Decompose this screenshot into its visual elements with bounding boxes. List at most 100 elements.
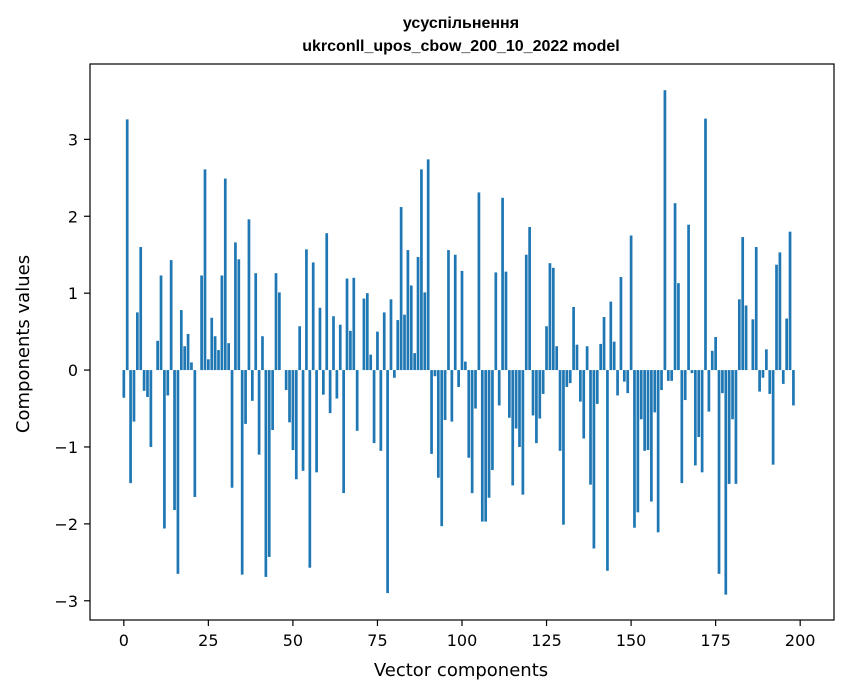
bar xyxy=(247,219,251,371)
bar xyxy=(379,370,383,451)
bar xyxy=(318,307,322,371)
x-axis-label: Vector components xyxy=(374,660,548,681)
y-tick-label: 0 xyxy=(68,361,78,380)
bar xyxy=(342,370,345,494)
bars-group xyxy=(122,90,795,595)
y-tick-label: −2 xyxy=(54,515,78,534)
y-tick-label: 3 xyxy=(68,130,78,149)
x-tick-label: 200 xyxy=(785,631,816,650)
bar xyxy=(129,370,132,484)
bar xyxy=(653,370,657,413)
bar xyxy=(507,370,511,418)
bar xyxy=(389,299,393,371)
bar xyxy=(467,370,471,458)
bar xyxy=(727,370,731,484)
bar xyxy=(213,336,217,371)
bar xyxy=(639,370,643,420)
bar xyxy=(125,119,129,371)
bar xyxy=(173,370,176,511)
bar xyxy=(592,370,596,549)
bar xyxy=(480,370,484,522)
bar xyxy=(551,267,555,371)
bar xyxy=(524,254,528,371)
bar xyxy=(460,270,464,371)
bar xyxy=(308,370,312,568)
bar xyxy=(606,370,609,571)
bar xyxy=(612,341,616,371)
bar xyxy=(781,370,785,384)
bar xyxy=(521,370,525,495)
bar xyxy=(315,370,318,473)
bar xyxy=(179,310,183,371)
bar xyxy=(430,370,433,454)
bar xyxy=(261,336,264,371)
bar xyxy=(220,275,224,371)
bar xyxy=(240,370,244,575)
bar xyxy=(677,283,680,371)
bar xyxy=(717,370,721,574)
bar xyxy=(704,118,707,371)
bar xyxy=(541,370,545,394)
bar xyxy=(291,370,295,451)
bar xyxy=(163,370,166,529)
bar xyxy=(376,331,379,371)
bar xyxy=(183,346,187,371)
bar xyxy=(518,370,521,447)
bar xyxy=(758,370,761,392)
bar xyxy=(420,169,423,371)
bar xyxy=(274,273,278,371)
bar xyxy=(305,249,308,371)
bar xyxy=(511,370,515,486)
bar xyxy=(697,370,701,437)
bar xyxy=(122,370,126,398)
bar xyxy=(650,370,653,502)
bar xyxy=(616,370,619,396)
bar xyxy=(792,370,795,406)
bar xyxy=(765,349,768,371)
bar xyxy=(548,263,552,371)
bar xyxy=(721,370,724,394)
bar xyxy=(683,370,687,401)
bar xyxy=(666,370,670,381)
bar xyxy=(487,370,491,498)
chart-title-line-2: ukrconll_upos_cbow_200_10_2022 model xyxy=(302,38,619,55)
bar xyxy=(558,370,562,451)
bar xyxy=(250,370,254,401)
bar xyxy=(298,326,302,371)
bar xyxy=(156,340,159,371)
bar xyxy=(626,370,630,394)
bar xyxy=(200,275,203,371)
bar xyxy=(504,271,508,371)
bar xyxy=(227,343,231,371)
bar xyxy=(754,247,758,371)
bar xyxy=(673,203,677,371)
bar xyxy=(497,370,501,406)
bar xyxy=(135,312,139,371)
bar xyxy=(535,370,538,444)
x-tick-label: 125 xyxy=(531,631,562,650)
bar xyxy=(193,370,197,497)
bar xyxy=(321,370,325,395)
bar xyxy=(724,370,728,595)
x-tick-label: 75 xyxy=(367,631,387,650)
bar xyxy=(416,257,420,371)
bar xyxy=(450,370,454,422)
bar xyxy=(656,370,660,533)
chart-title-line-1: усуспільнення xyxy=(403,15,519,32)
bar xyxy=(257,370,261,455)
bar xyxy=(761,370,765,378)
bar xyxy=(470,370,474,494)
bar xyxy=(778,252,782,371)
bar xyxy=(501,197,504,371)
bar xyxy=(369,354,373,371)
bar xyxy=(328,370,332,414)
bar xyxy=(528,227,531,371)
bar xyxy=(230,370,234,488)
bar xyxy=(362,298,366,371)
bar xyxy=(775,264,778,371)
bar xyxy=(433,370,437,377)
bar xyxy=(139,247,143,371)
bar xyxy=(660,370,663,391)
bar xyxy=(335,370,339,399)
x-tick-label: 100 xyxy=(447,631,478,650)
